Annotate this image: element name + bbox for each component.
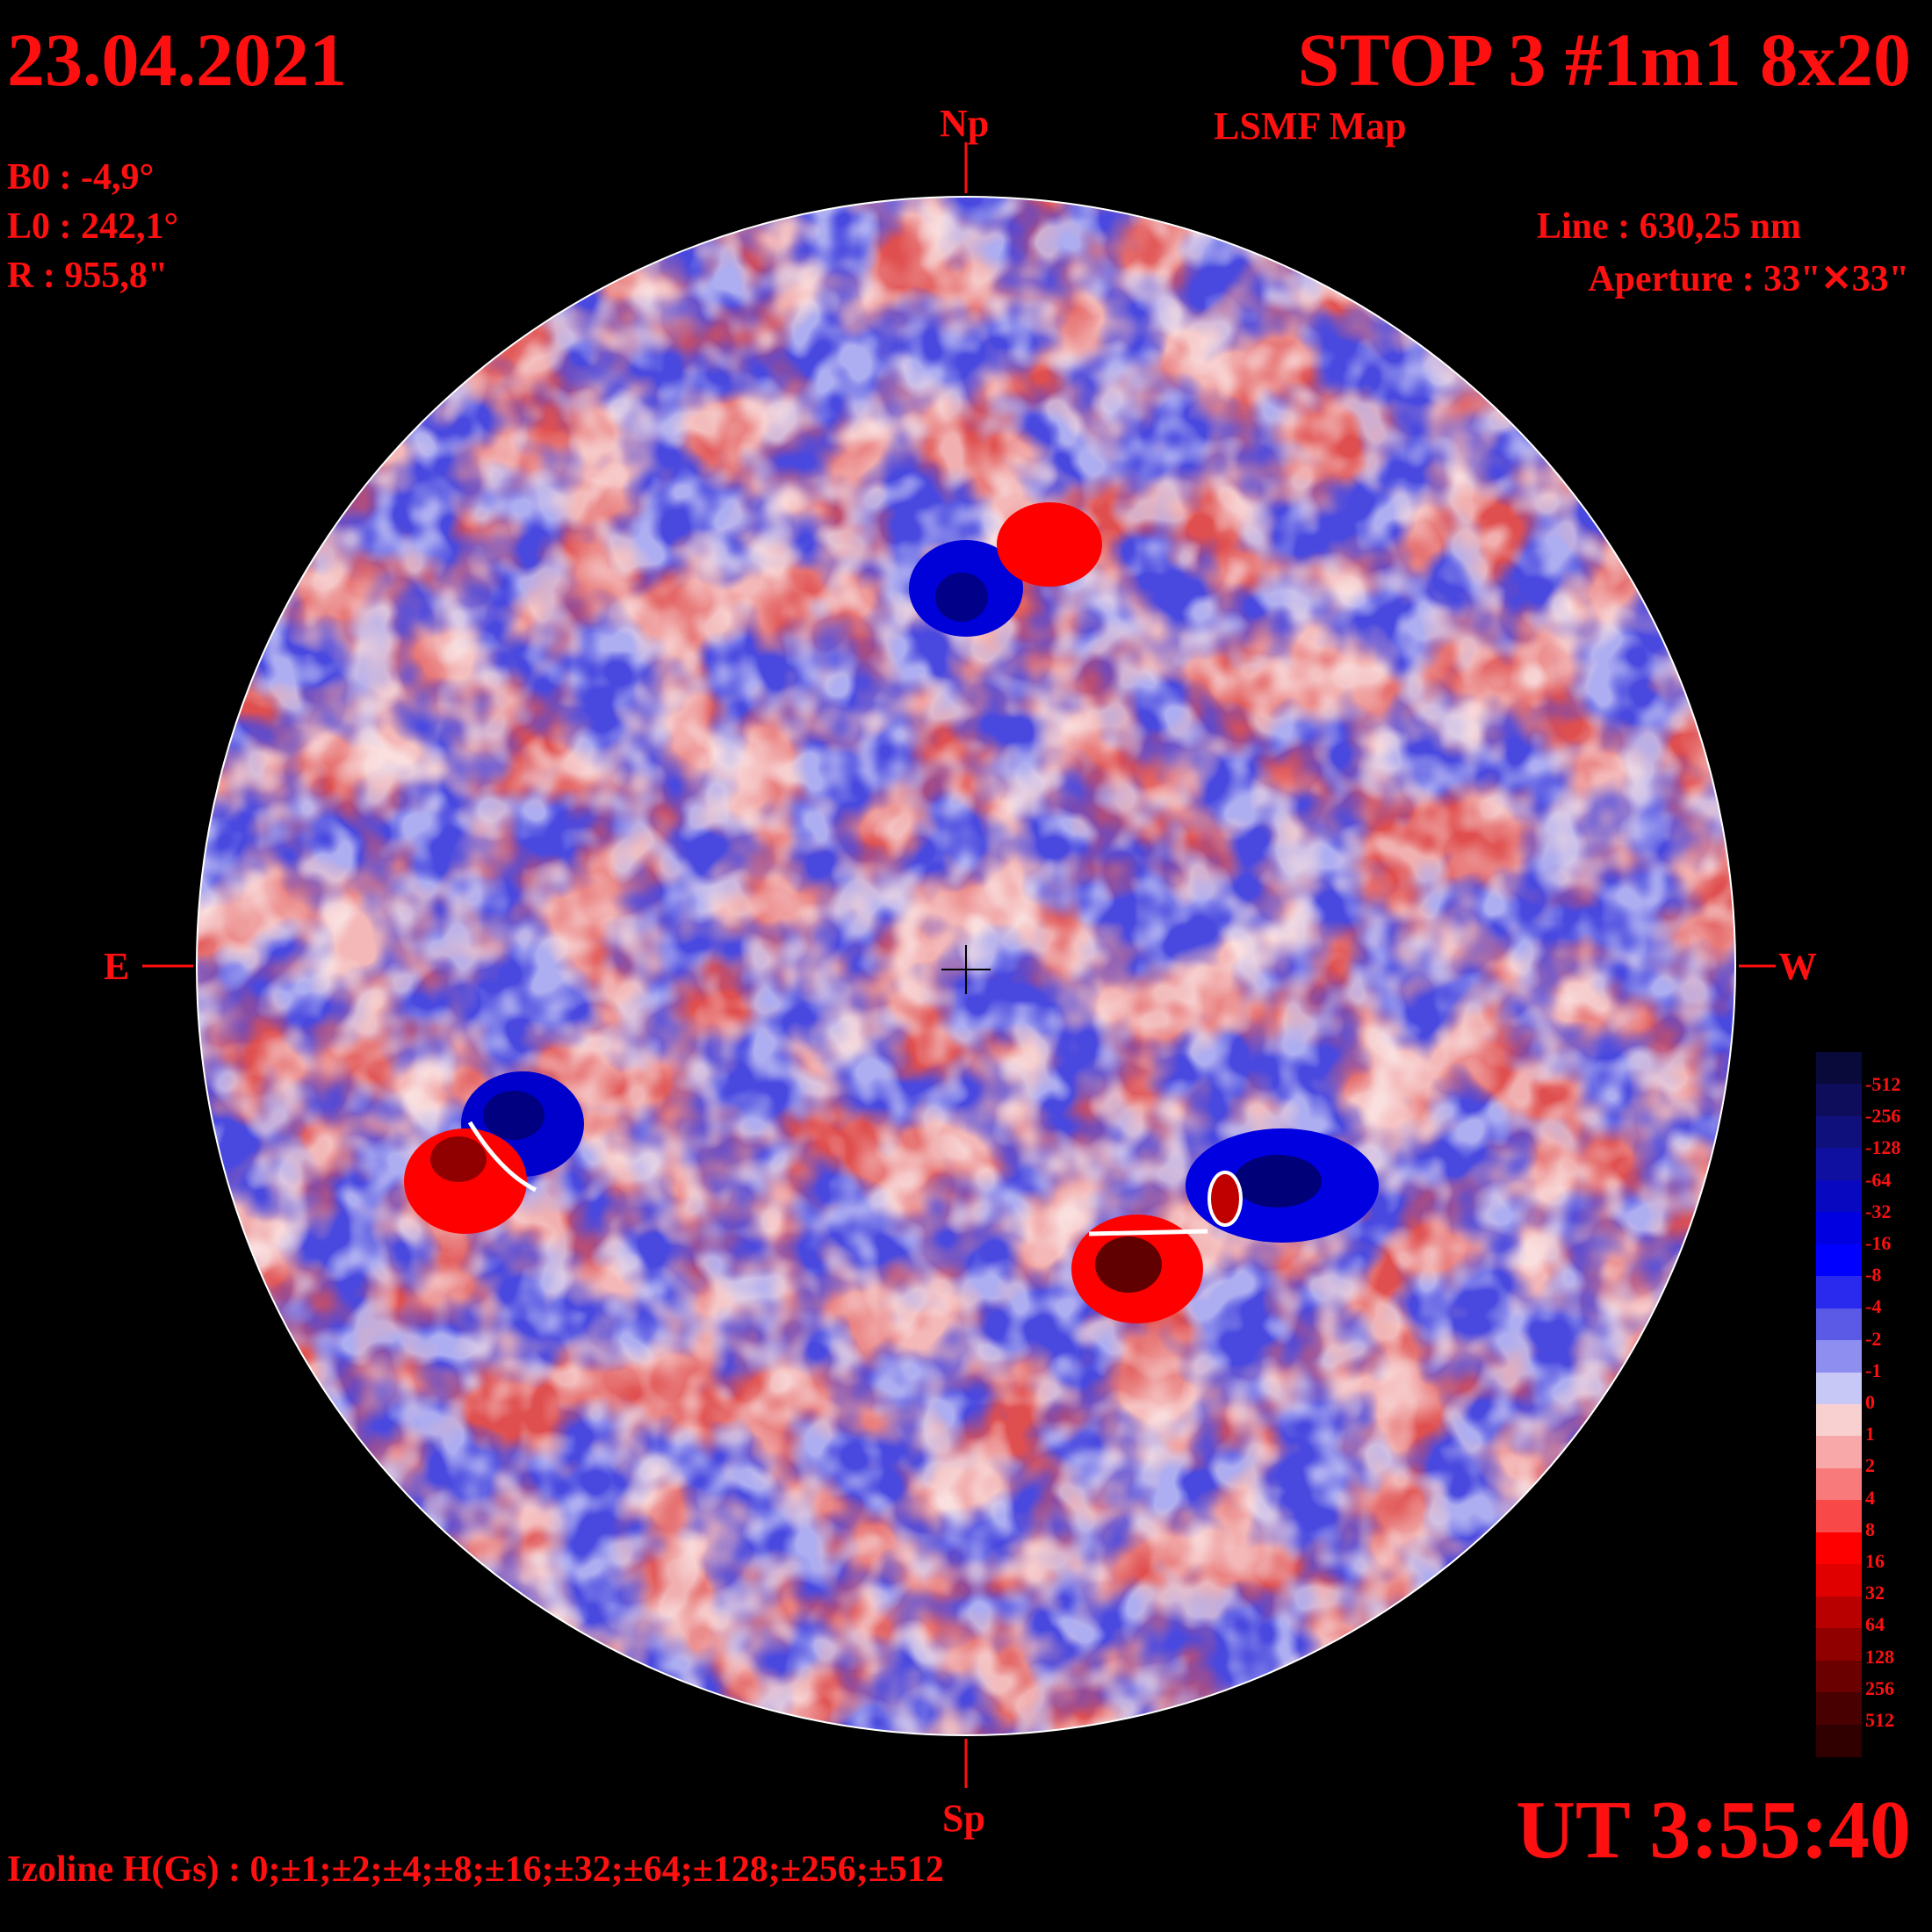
colorbar-label: 0 (1865, 1391, 1875, 1413)
north-blue-core (935, 573, 988, 622)
radius-param: R : 955,8" (7, 256, 169, 296)
colorbar-label: -2 (1865, 1327, 1882, 1350)
colorbar-cell (1816, 1052, 1862, 1085)
colorbar-label: 1 (1865, 1423, 1875, 1445)
colorbar-cell (1816, 1724, 1862, 1757)
colorbar-label: 2 (1865, 1454, 1875, 1477)
colorbar-cell (1816, 1212, 1862, 1245)
map-subtitle: LSMF Map (1214, 105, 1407, 148)
colorbar-cell (1816, 1692, 1862, 1726)
colorbar-label: -256 (1865, 1105, 1901, 1128)
colorbar-label: -4 (1865, 1295, 1882, 1318)
aperture-param: Aperture : 33"✕33" (1588, 259, 1909, 299)
east-blue-core (483, 1091, 544, 1140)
map-title: STOP 3 #1m1 8x20 (1297, 18, 1911, 102)
colorbar-label: -32 (1865, 1200, 1892, 1222)
colorbar-cell (1816, 1436, 1862, 1469)
colorbar-label: -64 (1865, 1168, 1892, 1191)
colorbar-label: 32 (1865, 1582, 1885, 1604)
colorbar-cell (1816, 1148, 1862, 1181)
colorbar-label: 16 (1865, 1550, 1885, 1572)
ut-time: UT 3:55:40 (1516, 1784, 1911, 1876)
colorbar-label: -512 (1865, 1073, 1901, 1095)
west-blue-core (1234, 1155, 1322, 1208)
neutral-line (1088, 1229, 1208, 1236)
date-label: 23.04.2021 (7, 18, 347, 102)
colorbar-cell (1816, 1340, 1862, 1373)
b0-param: B0 : -4,9° (7, 157, 155, 198)
disk-limb (196, 196, 1736, 1736)
colorbar-cell (1816, 1308, 1862, 1342)
colorbar-cell (1816, 1467, 1862, 1502)
west-label: W (1778, 945, 1817, 988)
south-pole-label: Sp (942, 1797, 985, 1840)
colorbar-label: 8 (1865, 1517, 1875, 1540)
colorbar-cell (1816, 1500, 1862, 1533)
colorbar-cell (1816, 1372, 1862, 1405)
colorbar-label: 512 (1865, 1709, 1894, 1731)
colorbar-label: -128 (1865, 1136, 1901, 1159)
colorbar-label: 64 (1865, 1613, 1885, 1636)
west-red-inclusion (1208, 1171, 1243, 1227)
east-red-core (430, 1136, 487, 1182)
east-label: E (104, 945, 130, 988)
colorbar-label: 128 (1865, 1645, 1894, 1668)
colorbar-cell (1816, 1084, 1862, 1117)
colorbar-cell (1816, 1564, 1862, 1597)
colorbar-cell (1816, 1628, 1862, 1662)
colorbar-label: 256 (1865, 1676, 1894, 1699)
colorbar-cell (1816, 1179, 1862, 1214)
colorbar-cell (1816, 1276, 1862, 1309)
colorbar-cell (1816, 1596, 1862, 1630)
north-pole-label: Np (940, 102, 990, 145)
west-red-core (1095, 1236, 1162, 1293)
colorbar-label: -1 (1865, 1359, 1882, 1381)
izoline-legend: Izoline H(Gs) : 0;±1;±2;±4;±8;±16;±32;±6… (7, 1849, 944, 1890)
neutral-line-east (467, 1121, 537, 1193)
colorbar (1816, 1052, 1862, 1757)
colorbar-label: -8 (1865, 1264, 1882, 1287)
colorbar-cell (1816, 1115, 1862, 1150)
colorbar-label: 4 (1865, 1486, 1875, 1509)
colorbar-cell (1816, 1244, 1862, 1278)
colorbar-cell (1816, 1532, 1862, 1566)
line-param: Line : 630,25 nm (1537, 206, 1802, 247)
north-red-region (997, 502, 1102, 587)
colorbar-cell (1816, 1660, 1862, 1694)
colorbar-label: -16 (1865, 1232, 1892, 1254)
colorbar-cell (1816, 1404, 1862, 1438)
l0-param: L0 : 242,1° (7, 206, 179, 247)
